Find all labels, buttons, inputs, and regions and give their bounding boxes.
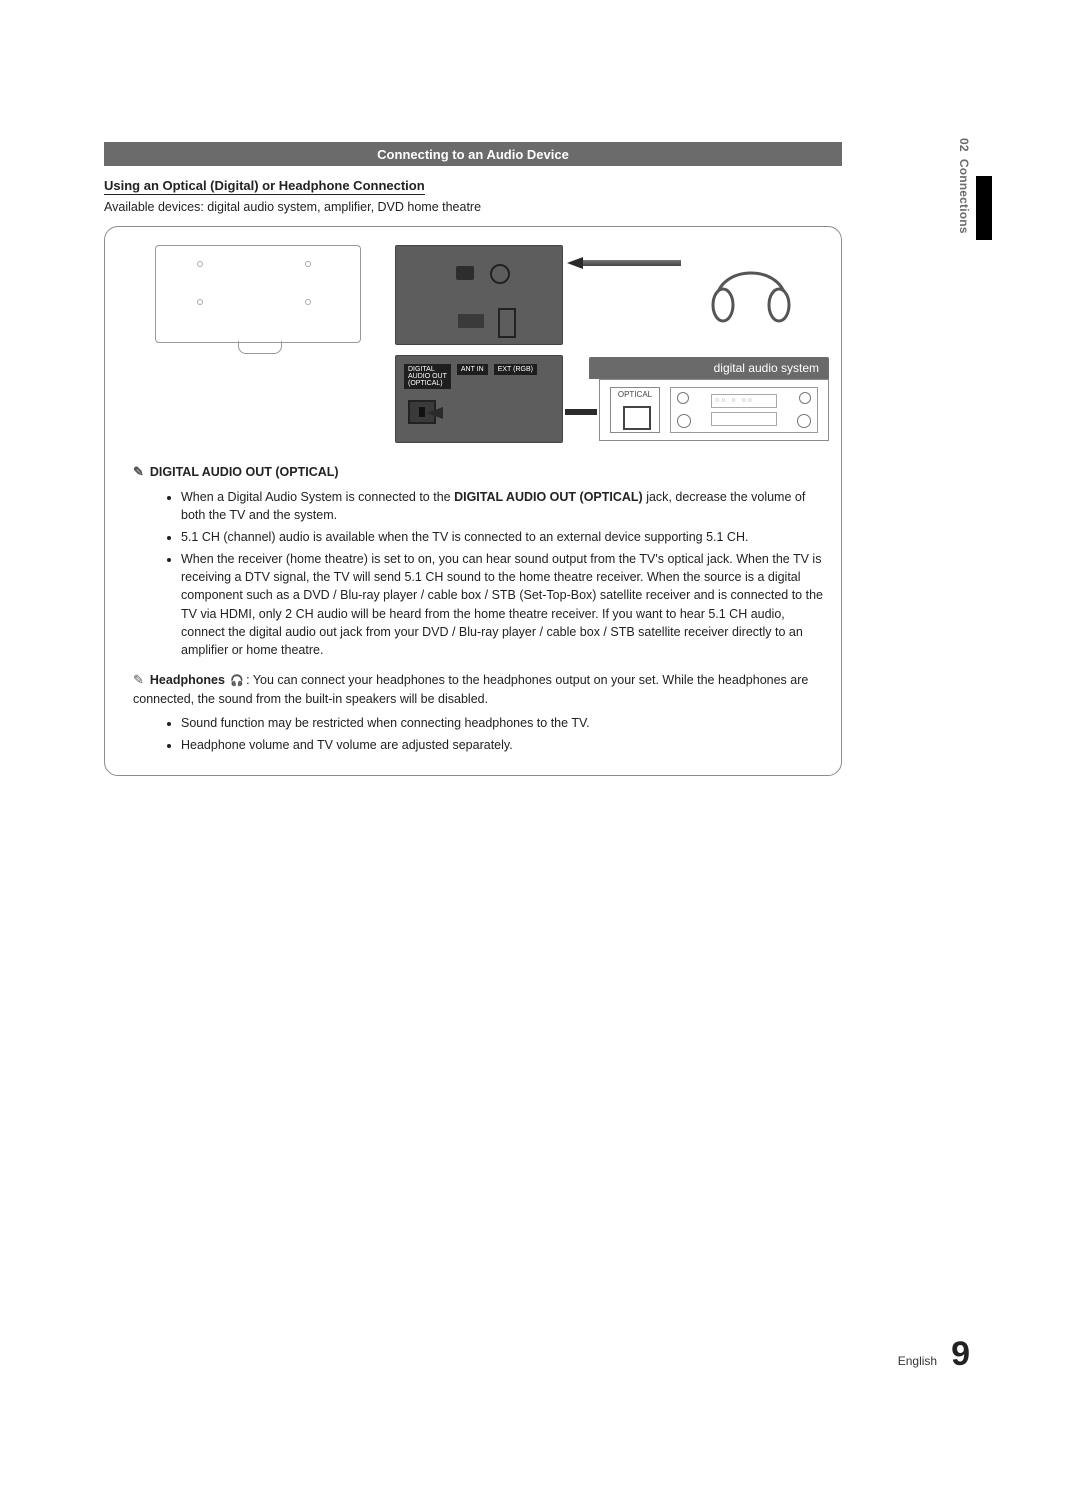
headphone-cable-icon — [583, 260, 681, 266]
headphones-icon — [701, 243, 801, 327]
chapter-sidebar-text: 02 Connections — [957, 138, 971, 234]
page-footer: English 9 — [898, 1335, 970, 1374]
headphones-glyph-icon — [228, 673, 246, 687]
note-heading-headphones: Headphones : You can connect your headph… — [133, 671, 825, 708]
notes-block: DIGITAL AUDIO OUT (OPTICAL) When a Digit… — [121, 463, 825, 766]
tv-holes — [165, 253, 349, 333]
ports-panel-bottom: DIGITAL AUDIO OUT (OPTICAL) ANT IN EXT (… — [395, 355, 563, 443]
note-list-optical: When a Digital Audio System is connected… — [181, 488, 825, 659]
das-optical-label: OPTICAL — [611, 390, 659, 399]
arrow-icon — [567, 257, 583, 269]
subsection-heading: Using an Optical (Digital) or Headphone … — [104, 178, 425, 195]
chapter-number: 02 — [957, 138, 971, 152]
note-heading-optical: DIGITAL AUDIO OUT (OPTICAL) — [133, 463, 825, 482]
connection-diagram: DIGITAL AUDIO OUT (OPTICAL) ANT IN EXT (… — [104, 226, 842, 776]
chapter-title: Connections — [957, 159, 971, 234]
das-optical-port: OPTICAL — [610, 387, 660, 433]
note-list-headphones: Sound function may be restricted when co… — [181, 714, 825, 754]
note-text: When a Digital Audio System is connected… — [181, 490, 454, 504]
port-label-antin: ANT IN — [457, 364, 488, 375]
port-label-ext: EXT (RGB) — [494, 364, 537, 375]
note-item: Sound function may be restricted when co… — [181, 714, 825, 732]
note-bold: DIGITAL AUDIO OUT (OPTICAL) — [454, 490, 643, 504]
headphones-label: Headphones — [150, 673, 225, 687]
subsection-subtext: Available devices: digital audio system,… — [104, 200, 481, 214]
arrow-icon — [427, 407, 443, 419]
digital-audio-system: OPTICAL ○○ ○ ○○ — [599, 379, 829, 441]
note-item: 5.1 CH (channel) audio is available when… — [181, 528, 825, 546]
chapter-sidebar: 02 Connections — [954, 138, 974, 246]
section-header-bar: Connecting to an Audio Device — [104, 142, 842, 166]
headphone-jack-icon — [456, 266, 474, 280]
footer-page-number: 9 — [951, 1335, 970, 1374]
aux-jack-icon — [490, 264, 510, 284]
section-header-title: Connecting to an Audio Device — [377, 147, 569, 162]
port-label-optical: DIGITAL AUDIO OUT (OPTICAL) — [404, 364, 451, 389]
chapter-marker — [976, 176, 992, 240]
ports-panel-top — [395, 245, 563, 345]
das-caption: digital audio system — [589, 357, 829, 379]
note-item: When a Digital Audio System is connected… — [181, 488, 825, 524]
manual-page: 02 Connections Connecting to an Audio De… — [0, 0, 1080, 1494]
usb-slot-icon — [498, 308, 516, 338]
note-item: Headphone volume and TV volume are adjus… — [181, 736, 825, 754]
das-front-panel: ○○ ○ ○○ — [670, 387, 818, 433]
footer-language: English — [898, 1354, 937, 1368]
note-item: When the receiver (home theatre) is set … — [181, 550, 825, 659]
das-display-dots: ○○ ○ ○○ — [715, 397, 754, 404]
usb-label-icon — [458, 314, 484, 328]
